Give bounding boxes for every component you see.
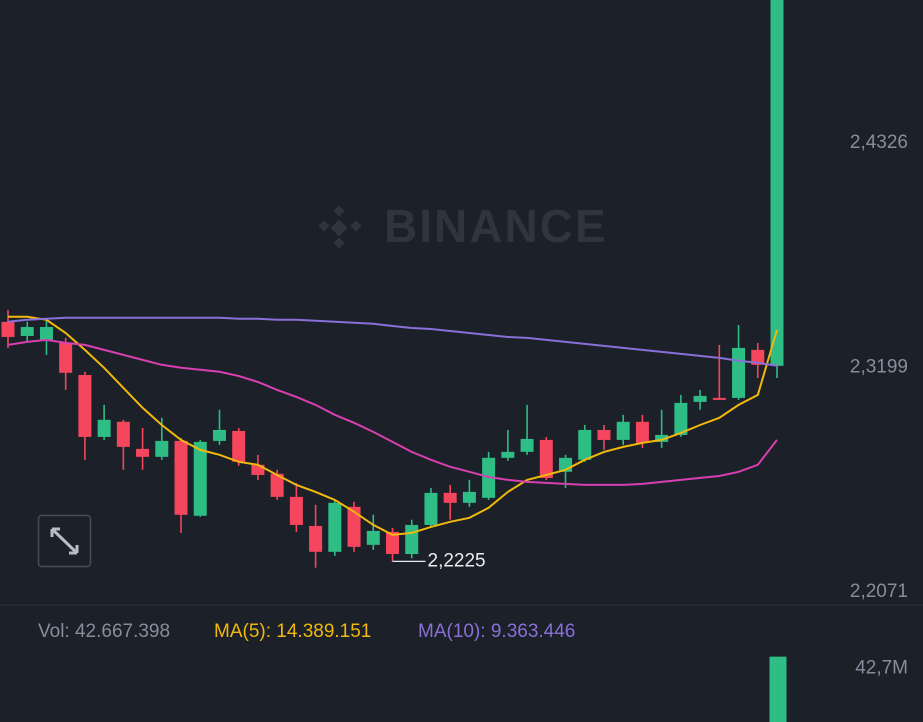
candle-body: [347, 506, 361, 547]
candle-body: [770, 0, 784, 366]
volume-legend: MA(5): 14.389.151: [214, 621, 371, 642]
candle-body: [1, 321, 15, 337]
candle-body: [655, 434, 669, 442]
candle-body: [405, 524, 419, 555]
low-label: 2,2225: [428, 550, 486, 571]
candle-body: [520, 438, 534, 452]
candle-body: [39, 326, 53, 341]
ma-line: [8, 315, 778, 536]
ma-line: [7, 338, 778, 486]
candle-body: [732, 347, 746, 398]
candle-body: [97, 419, 111, 437]
candle-body: [78, 374, 92, 437]
candle-body: [712, 397, 726, 400]
candle-body: [309, 525, 323, 552]
candle-body: [116, 421, 130, 447]
candle-body: [270, 473, 284, 497]
candle-body: [751, 349, 765, 365]
candle-body: [674, 402, 688, 435]
candle-body: [443, 492, 457, 503]
watermark-text: BINANCE: [384, 200, 608, 252]
candle-body: [386, 531, 399, 555]
candle-body: [328, 502, 342, 552]
y-tick-label: 2,3199: [850, 356, 908, 377]
candle-body: [212, 429, 226, 441]
candle-body: [462, 491, 476, 503]
watermark-logo: [318, 205, 362, 249]
candle-body: [693, 395, 707, 402]
volume-bar: [769, 656, 787, 722]
ma-line: [7, 316, 778, 367]
candle-body: [251, 464, 265, 475]
candle-body: [501, 451, 515, 458]
y-tick-label: 2,2071: [850, 581, 908, 602]
candle-body: [174, 440, 188, 515]
candle-body: [289, 496, 303, 525]
candle-body: [597, 429, 611, 440]
candle-body: [232, 430, 246, 462]
candle-body: [635, 421, 649, 443]
candle-body: [366, 530, 380, 545]
candle-body: [578, 429, 592, 460]
expand-button[interactable]: [37, 514, 92, 568]
candle-body: [155, 440, 169, 457]
candle-body: [539, 439, 553, 478]
candle-body: [136, 448, 150, 457]
volume-tick-label: 42,7M: [855, 658, 908, 679]
candle-body: [20, 326, 34, 336]
y-tick-label: 2,4326: [850, 132, 908, 153]
candle-body: [193, 441, 207, 516]
volume-legend: MA(10): 9.363.446: [418, 621, 575, 642]
candle-body: [424, 492, 438, 525]
candle-body: [59, 342, 73, 373]
volume-legend: Vol: 42.667.398: [38, 621, 170, 642]
candle-body: [616, 421, 630, 440]
